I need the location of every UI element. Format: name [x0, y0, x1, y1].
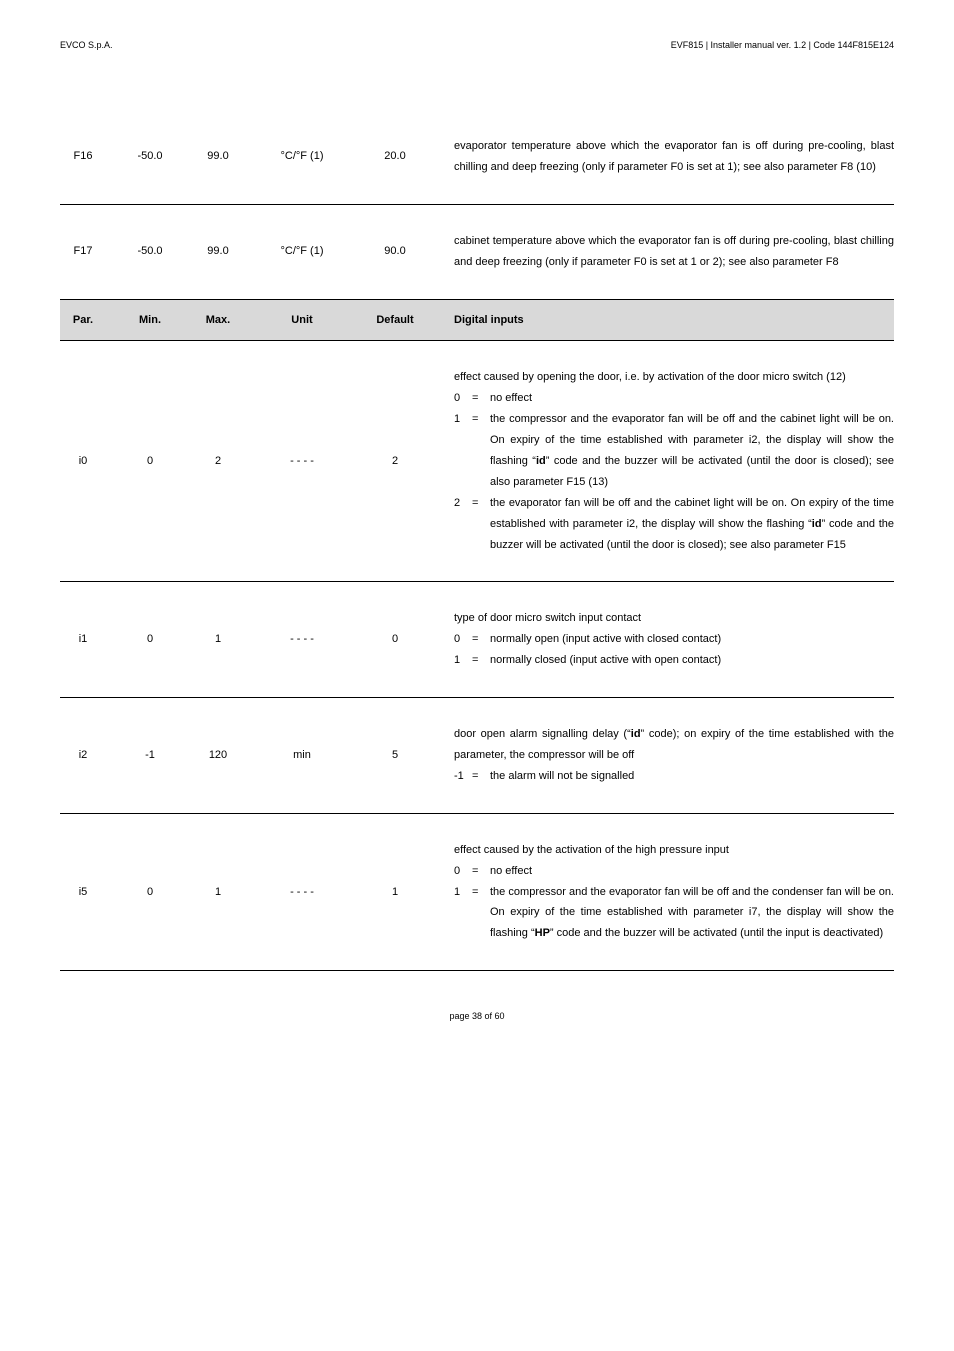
option-list: 0=no effect 1=the compressor and the eva…	[454, 388, 894, 555]
option-text: the evaporator fan will be off and the c…	[490, 493, 894, 556]
cell-unit: °C/°F (1)	[252, 110, 352, 204]
desc-intro: effect caused by opening the door, i.e. …	[454, 367, 894, 388]
col-default: Default	[352, 299, 438, 341]
cell-unit: °C/°F (1)	[252, 204, 352, 299]
cell-min: 0	[116, 341, 184, 582]
desc-intro: type of door micro switch input contact	[454, 608, 894, 629]
cell-par: i2	[60, 698, 116, 814]
option-list: 0=normally open (input active with close…	[454, 629, 894, 671]
cell-default: 20.0	[352, 110, 438, 204]
cell-unit: - - - -	[252, 813, 352, 970]
header-doc: EVF815 | Installer manual ver. 1.2 | Cod…	[671, 40, 894, 50]
cell-min: -50.0	[116, 110, 184, 204]
table-row: i1 0 1 - - - - 0 type of door micro swit…	[60, 582, 894, 698]
col-description: Digital inputs	[438, 299, 894, 341]
cell-description: effect caused by the activation of the h…	[438, 813, 894, 970]
cell-max: 1	[184, 582, 252, 698]
cell-default: 1	[352, 813, 438, 970]
option-text: no effect	[490, 388, 894, 409]
col-unit: Unit	[252, 299, 352, 341]
cell-description: cabinet temperature above which the evap…	[438, 204, 894, 299]
cell-max: 120	[184, 698, 252, 814]
option-list: 0=no effect 1=the compressor and the eva…	[454, 861, 894, 945]
cell-description: evaporator temperature above which the e…	[438, 110, 894, 204]
cell-unit: min	[252, 698, 352, 814]
option-text: the compressor and the evaporator fan wi…	[490, 882, 894, 945]
page-header: EVCO S.p.A. EVF815 | Installer manual ve…	[60, 40, 894, 50]
col-par: Par.	[60, 299, 116, 341]
cell-default: 90.0	[352, 204, 438, 299]
cell-unit: - - - -	[252, 582, 352, 698]
cell-par: F16	[60, 110, 116, 204]
table-row: i0 0 2 - - - - 2 effect caused by openin…	[60, 341, 894, 582]
option-text: the alarm will not be signalled	[490, 766, 894, 787]
option-text: normally closed (input active with open …	[490, 650, 894, 671]
cell-par: i1	[60, 582, 116, 698]
cell-min: 0	[116, 582, 184, 698]
cell-par: i0	[60, 341, 116, 582]
page-footer: page 38 of 60	[60, 1011, 894, 1021]
desc-intro: door open alarm signalling delay (“id” c…	[454, 724, 894, 766]
cell-unit: - - - -	[252, 341, 352, 582]
cell-description: effect caused by opening the door, i.e. …	[438, 341, 894, 582]
cell-min: 0	[116, 813, 184, 970]
cell-description: type of door micro switch input contact …	[438, 582, 894, 698]
table-row: F16 -50.0 99.0 °C/°F (1) 20.0 evaporator…	[60, 110, 894, 204]
cell-default: 2	[352, 341, 438, 582]
parameter-table: F16 -50.0 99.0 °C/°F (1) 20.0 evaporator…	[60, 110, 894, 971]
option-text: the compressor and the evaporator fan wi…	[490, 409, 894, 493]
cell-max: 99.0	[184, 204, 252, 299]
cell-par: i5	[60, 813, 116, 970]
cell-default: 5	[352, 698, 438, 814]
option-list: -1=the alarm will not be signalled	[454, 766, 894, 787]
cell-max: 99.0	[184, 110, 252, 204]
table-row: i2 -1 120 min 5 door open alarm signalli…	[60, 698, 894, 814]
cell-min: -50.0	[116, 204, 184, 299]
cell-default: 0	[352, 582, 438, 698]
cell-max: 1	[184, 813, 252, 970]
table-row: F17 -50.0 99.0 °C/°F (1) 90.0 cabinet te…	[60, 204, 894, 299]
header-company: EVCO S.p.A.	[60, 40, 113, 50]
desc-intro: effect caused by the activation of the h…	[454, 840, 894, 861]
col-max: Max.	[184, 299, 252, 341]
option-text: no effect	[490, 861, 894, 882]
col-min: Min.	[116, 299, 184, 341]
cell-description: door open alarm signalling delay (“id” c…	[438, 698, 894, 814]
cell-par: F17	[60, 204, 116, 299]
table-header-row: Par. Min. Max. Unit Default Digital inpu…	[60, 299, 894, 341]
cell-max: 2	[184, 341, 252, 582]
option-text: normally open (input active with closed …	[490, 629, 894, 650]
table-row: i5 0 1 - - - - 1 effect caused by the ac…	[60, 813, 894, 970]
cell-min: -1	[116, 698, 184, 814]
